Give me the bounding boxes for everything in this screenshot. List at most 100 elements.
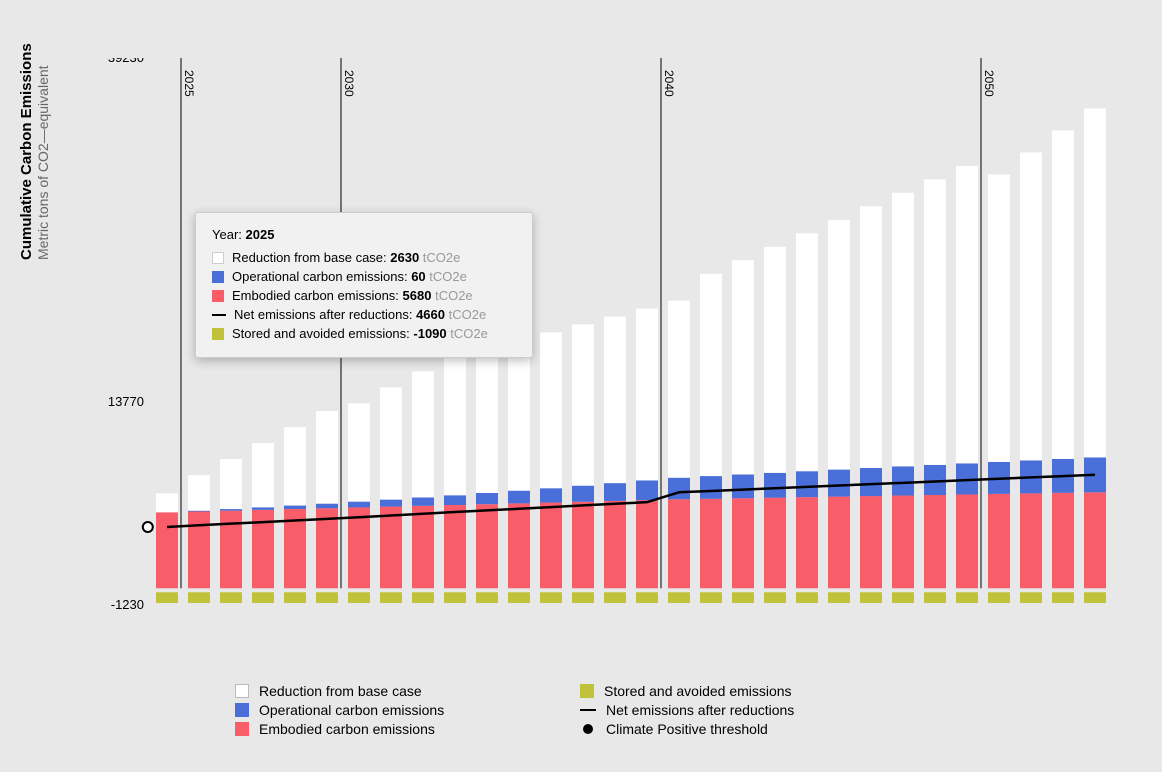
bar-stored[interactable]	[348, 592, 370, 603]
bar-reduction[interactable]	[828, 220, 850, 470]
bar-reduction[interactable]	[924, 179, 946, 464]
bar-operational[interactable]	[476, 493, 498, 504]
bar-embodied[interactable]	[988, 494, 1010, 588]
bar-embodied[interactable]	[828, 497, 850, 589]
bar-reduction[interactable]	[636, 309, 658, 481]
bar-operational[interactable]	[668, 478, 690, 500]
bar-operational[interactable]	[188, 511, 210, 512]
bar-embodied[interactable]	[444, 505, 466, 588]
bar-stored[interactable]	[636, 592, 658, 603]
bar-stored[interactable]	[732, 592, 754, 603]
bar-reduction[interactable]	[764, 247, 786, 473]
bar-embodied[interactable]	[508, 503, 530, 588]
bar-embodied[interactable]	[156, 512, 178, 588]
bar-reduction[interactable]	[988, 175, 1010, 462]
bar-operational[interactable]	[284, 506, 306, 510]
bar-stored[interactable]	[892, 592, 914, 603]
bar-reduction[interactable]	[892, 193, 914, 467]
bar-operational[interactable]	[348, 502, 370, 508]
bar-reduction[interactable]	[796, 233, 818, 471]
bar-stored[interactable]	[668, 592, 690, 603]
bar-embodied[interactable]	[1052, 493, 1074, 588]
bar-stored[interactable]	[988, 592, 1010, 603]
bar-stored[interactable]	[284, 592, 306, 603]
bar-operational[interactable]	[860, 468, 882, 496]
bar-reduction[interactable]	[700, 274, 722, 476]
bar-embodied[interactable]	[476, 504, 498, 588]
bar-stored[interactable]	[700, 592, 722, 603]
bar-operational[interactable]	[764, 473, 786, 498]
bar-embodied[interactable]	[572, 502, 594, 589]
bar-stored[interactable]	[252, 592, 274, 603]
bar-stored[interactable]	[924, 592, 946, 603]
bar-operational[interactable]	[316, 504, 338, 509]
bar-reduction[interactable]	[1084, 108, 1106, 457]
bar-embodied[interactable]	[956, 494, 978, 588]
bar-operational[interactable]	[796, 471, 818, 497]
bar-embodied[interactable]	[412, 506, 434, 588]
bar-embodied[interactable]	[924, 495, 946, 588]
bar-stored[interactable]	[828, 592, 850, 603]
bar-stored[interactable]	[220, 592, 242, 603]
bar-stored[interactable]	[1020, 592, 1042, 603]
bar-stored[interactable]	[796, 592, 818, 603]
bar-operational[interactable]	[220, 509, 242, 511]
bar-reduction[interactable]	[956, 166, 978, 464]
bar-reduction[interactable]	[604, 317, 626, 484]
bar-reduction[interactable]	[188, 475, 210, 511]
bar-stored[interactable]	[1052, 592, 1074, 603]
bar-reduction[interactable]	[572, 324, 594, 485]
bar-embodied[interactable]	[380, 507, 402, 589]
bar-stored[interactable]	[604, 592, 626, 603]
bar-stored[interactable]	[188, 592, 210, 603]
bar-embodied[interactable]	[188, 511, 210, 588]
bar-reduction[interactable]	[732, 260, 754, 474]
bar-stored[interactable]	[412, 592, 434, 603]
bar-operational[interactable]	[572, 486, 594, 502]
bar-reduction[interactable]	[284, 427, 306, 505]
bar-stored[interactable]	[508, 592, 530, 603]
bar-reduction[interactable]	[508, 340, 530, 490]
bar-embodied[interactable]	[540, 503, 562, 589]
bar-stored[interactable]	[444, 592, 466, 603]
bar-embodied[interactable]	[796, 497, 818, 588]
bar-operational[interactable]	[732, 474, 754, 498]
bar-operational[interactable]	[380, 500, 402, 507]
bar-operational[interactable]	[444, 495, 466, 505]
bar-embodied[interactable]	[348, 507, 370, 588]
bar-operational[interactable]	[412, 497, 434, 505]
bar-stored[interactable]	[572, 592, 594, 603]
bar-operational[interactable]	[828, 470, 850, 497]
bar-embodied[interactable]	[1084, 492, 1106, 588]
bar-reduction[interactable]	[252, 443, 274, 507]
bar-reduction[interactable]	[476, 348, 498, 493]
bar-operational[interactable]	[252, 507, 274, 510]
bar-reduction[interactable]	[156, 493, 178, 512]
bar-embodied[interactable]	[892, 496, 914, 589]
bar-embodied[interactable]	[764, 498, 786, 589]
bar-stored[interactable]	[860, 592, 882, 603]
bar-embodied[interactable]	[1020, 493, 1042, 588]
bar-reduction[interactable]	[668, 301, 690, 478]
bar-embodied[interactable]	[636, 500, 658, 588]
bar-stored[interactable]	[316, 592, 338, 603]
bar-stored[interactable]	[764, 592, 786, 603]
bar-operational[interactable]	[700, 476, 722, 499]
bar-operational[interactable]	[604, 483, 626, 501]
bar-stored[interactable]	[380, 592, 402, 603]
bar-operational[interactable]	[636, 480, 658, 500]
bar-stored[interactable]	[956, 592, 978, 603]
bar-embodied[interactable]	[700, 499, 722, 588]
bar-operational[interactable]	[508, 491, 530, 504]
bar-reduction[interactable]	[860, 206, 882, 468]
bar-reduction[interactable]	[540, 332, 562, 488]
bar-embodied[interactable]	[732, 498, 754, 588]
bar-embodied[interactable]	[668, 499, 690, 588]
bar-embodied[interactable]	[604, 501, 626, 588]
bar-embodied[interactable]	[860, 496, 882, 588]
bar-stored[interactable]	[540, 592, 562, 603]
bar-reduction[interactable]	[380, 387, 402, 499]
bar-stored[interactable]	[476, 592, 498, 603]
bar-stored[interactable]	[1084, 592, 1106, 603]
bar-reduction[interactable]	[1052, 130, 1074, 458]
